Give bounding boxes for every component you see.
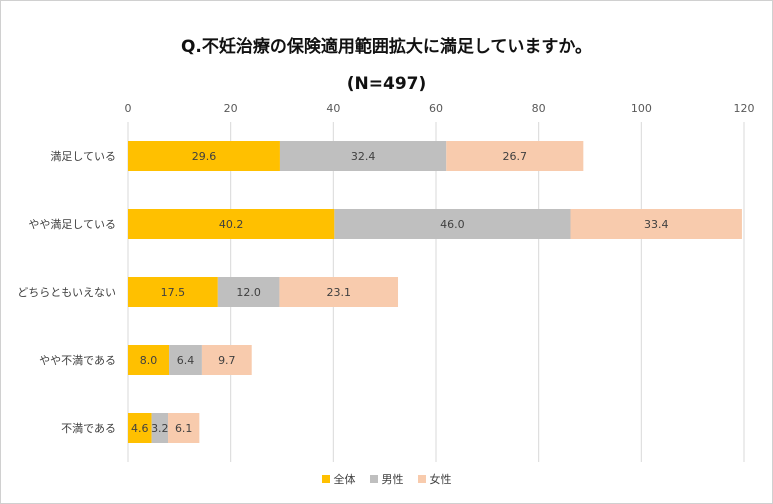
legend-label-overall: 全体: [333, 473, 356, 486]
x-tick-label-100: 100: [631, 102, 652, 115]
data-label-overall-1: 40.2: [219, 218, 244, 231]
x-tick-label-80: 80: [532, 102, 546, 115]
category-label-2: どちらともいえない: [17, 286, 116, 299]
legend: 全体 男性 女性: [0, 471, 773, 487]
x-tick-label-120: 120: [734, 102, 755, 115]
bar-female-0: [446, 141, 584, 171]
bar-male-2: [217, 277, 280, 307]
category-label-1: やや満足している: [28, 218, 116, 231]
data-label-male-0: 32.4: [351, 150, 376, 163]
data-label-overall-3: 8.0: [140, 354, 158, 367]
legend-label-male: 男性: [381, 473, 404, 486]
x-tick-label-20: 20: [224, 102, 238, 115]
data-label-female-3: 9.7: [218, 354, 236, 367]
x-tick-label-40: 40: [326, 102, 340, 115]
data-label-overall-4: 4.6: [131, 422, 149, 435]
data-label-overall-2: 17.5: [161, 286, 186, 299]
data-label-male-4: 3.2: [151, 422, 169, 435]
legend-item-male: 男性: [369, 471, 404, 487]
category-label-0: 満足している: [50, 150, 116, 163]
category-label-4: 不満である: [61, 422, 116, 435]
data-label-female-2: 23.1: [326, 286, 351, 299]
chart-subtitle: (N=497): [346, 74, 427, 94]
legend-label-female: 女性: [429, 473, 452, 486]
data-label-male-3: 6.4: [177, 354, 195, 367]
data-label-female-0: 26.7: [503, 150, 528, 163]
bar-overall-4: [128, 413, 152, 443]
bar-female-1: [570, 209, 742, 239]
legend-item-female: 女性: [417, 471, 452, 487]
data-label-overall-0: 29.6: [192, 150, 217, 163]
chart-title: Q.不妊治療の保険適用範囲拡大に満足していますか。: [180, 37, 593, 57]
data-label-female-1: 33.4: [644, 218, 669, 231]
x-tick-label-60: 60: [429, 102, 443, 115]
legend-swatch-overall: [321, 475, 330, 483]
bar-male-4: [151, 413, 169, 443]
bar-male-0: [279, 141, 447, 171]
category-label-3: やや不満である: [39, 354, 116, 367]
bar-overall-3: [128, 345, 170, 375]
legend-swatch-male: [369, 475, 378, 483]
legend-item-overall: 全体: [321, 471, 356, 487]
bar-overall-1: [128, 209, 335, 239]
bar-female-3: [201, 345, 252, 375]
data-label-female-4: 6.1: [175, 422, 193, 435]
bar-overall-2: [128, 277, 218, 307]
bar-female-4: [168, 413, 200, 443]
x-tick-label-0: 0: [125, 102, 132, 115]
bar-overall-0: [128, 141, 280, 171]
legend-swatch-female: [417, 475, 426, 483]
bar-male-3: [169, 345, 202, 375]
bar-male-1: [334, 209, 571, 239]
data-label-male-2: 12.0: [236, 286, 261, 299]
data-label-male-1: 46.0: [440, 218, 465, 231]
bar-female-2: [279, 277, 399, 307]
